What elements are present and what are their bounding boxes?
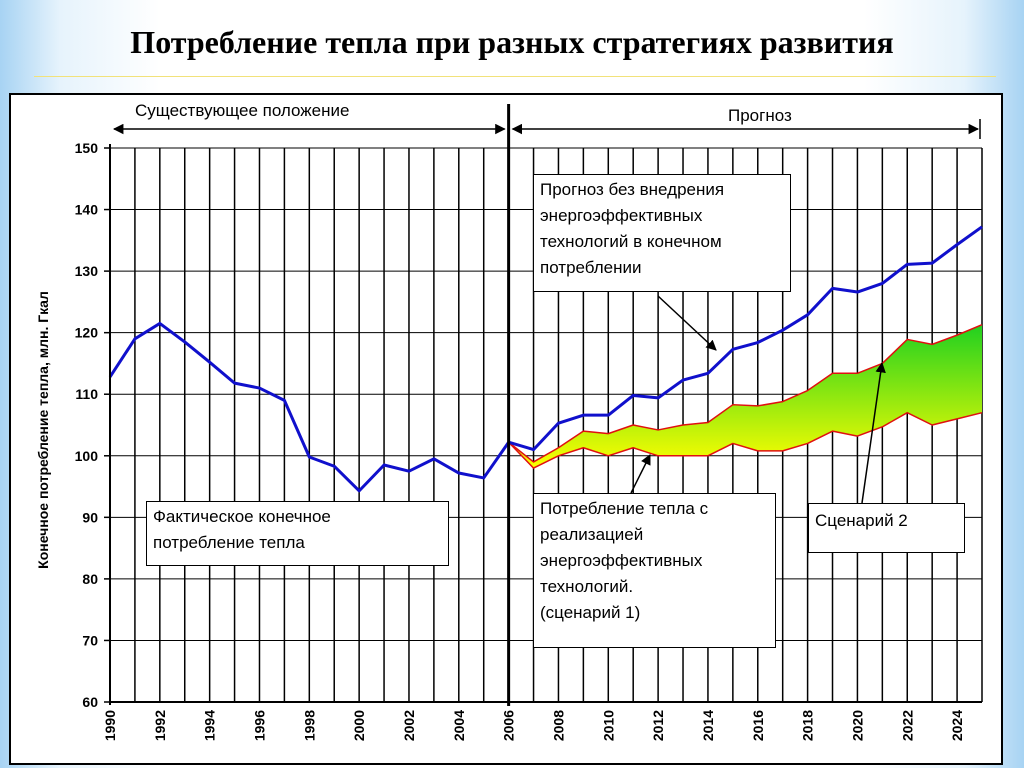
period-existing-label: Существующее положение (135, 101, 349, 120)
axes: 60 70 80 90 100 110 120 130 140 150 1990 1992 1994 19… (75, 104, 982, 741)
x-tick-label: 2022 (899, 710, 915, 741)
series-lines (108, 225, 983, 493)
x-tick-label: 2020 (849, 710, 865, 741)
x-tick-label: 2016 (750, 710, 766, 741)
x-tick-label: 2006 (501, 710, 517, 741)
title-divider (34, 76, 996, 77)
forecast-note-arrow (657, 295, 717, 351)
scenario-2-line (508, 323, 983, 463)
scenario-band-fill (508, 324, 982, 469)
note-forecast-no-efficiency: Прогноз без внедрения энергоэффективных … (533, 174, 791, 292)
scenario-band (508, 324, 982, 469)
forecast-no-efficiency-line (508, 225, 983, 452)
x-tick-label: 1996 (251, 710, 267, 741)
x-tick-label: 2002 (401, 710, 417, 741)
slide-title: Потребление тепла при разных стратегиях … (130, 24, 894, 60)
x-tick-label: 2014 (700, 710, 716, 741)
y-tick-label: 70 (82, 632, 98, 648)
actual-consumption-line (108, 321, 510, 493)
y-tick-label: 90 (82, 509, 98, 525)
x-tick-label: 2012 (650, 710, 666, 741)
x-tick-label: 1994 (202, 710, 218, 741)
x-tick-label: 2000 (351, 710, 367, 741)
y-tick-label: 140 (75, 202, 99, 218)
x-tick-label: 2004 (451, 710, 467, 741)
scenario-1-note-arrow (630, 454, 651, 494)
y-tick-label: 120 (75, 325, 99, 341)
y-tick-label: 60 (82, 694, 98, 710)
y-tick-label: 80 (82, 571, 98, 587)
x-tick-label: 1998 (301, 710, 317, 741)
note-scenario-2: Сценарий 2 (808, 503, 965, 553)
x-tick-label: 1992 (152, 710, 168, 741)
scenario-1-line (508, 411, 983, 469)
y-tick-label: 100 (75, 448, 99, 464)
x-tick-label: 1990 (102, 710, 118, 741)
x-tick-label: 2018 (800, 710, 816, 741)
scenario-2-note-arrow (861, 361, 886, 504)
period-forecast-label: Прогноз (728, 106, 792, 125)
x-tick-label: 2010 (600, 710, 616, 741)
note-actual-consumption: Фактическое конечное потребление тепла (146, 501, 449, 566)
y-tick-label: 110 (75, 386, 98, 402)
note-scenario-1: Потребление тепла с реализацией энергоэф… (533, 493, 776, 648)
x-tick-label: 2024 (949, 710, 965, 741)
y-tick-label: 150 (75, 140, 99, 156)
annotation-arrows (112, 119, 981, 504)
x-tick-label: 2008 (550, 710, 566, 741)
y-axis-label: Конечное потребление тепла, млн. Гкал (35, 291, 51, 569)
y-tick-label: 130 (75, 263, 99, 279)
